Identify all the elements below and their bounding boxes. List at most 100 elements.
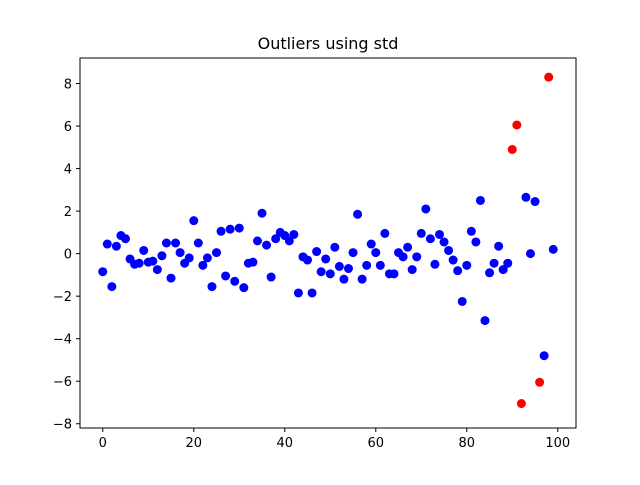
inliers-point-88: [498, 265, 508, 275]
inliers-point-69: [412, 252, 422, 262]
inliers-point-22: [198, 260, 208, 270]
y-tick-label: 0: [64, 248, 72, 263]
inliers-point-62: [380, 228, 390, 238]
inliers-point-33: [248, 257, 258, 267]
inliers-point-53: [339, 274, 349, 284]
inliers-point-16: [171, 238, 181, 248]
inliers-point-94: [548, 244, 558, 254]
y-tick-label: 6: [64, 120, 72, 135]
inliers-point-30: [234, 223, 244, 233]
y-tick-label: −6: [53, 375, 72, 390]
y-tick-label: 2: [64, 205, 72, 220]
inliers-point-23: [202, 253, 212, 263]
inliers-point-21: [193, 238, 203, 248]
chart-title: Outliers using std: [258, 34, 399, 53]
inliers-point-78: [453, 266, 463, 276]
inliers-point-24: [207, 282, 217, 292]
inliers-point-71: [421, 204, 431, 214]
x-tick-label: 40: [276, 436, 293, 451]
outliers-point-1: [512, 120, 522, 130]
inliers-point-36: [262, 240, 272, 250]
inliers-point-17: [175, 248, 185, 258]
inliers-point-11: [148, 256, 158, 266]
y-tick-label: 4: [64, 163, 72, 178]
inliers-point-68: [407, 265, 417, 275]
inliers-point-19: [184, 253, 194, 263]
inliers-point-66: [398, 252, 408, 262]
inliers-point-86: [489, 258, 499, 268]
inliers-point-61: [375, 260, 385, 270]
inliers-point-15: [166, 273, 176, 283]
inliers-point-58: [362, 260, 372, 270]
inliers-point-8: [134, 258, 144, 268]
inliers-point-9: [139, 245, 149, 255]
inliers-point-3: [111, 241, 121, 251]
inliers-point-70: [416, 228, 426, 238]
inliers-point-12: [152, 265, 162, 275]
inliers-point-54: [343, 264, 353, 274]
inliers-point-26: [216, 226, 226, 236]
inliers-point-47: [312, 247, 322, 257]
inliers-point-42: [289, 229, 299, 239]
inliers-point-1: [102, 239, 112, 249]
inliers-point-31: [239, 283, 249, 293]
inliers-point-20: [189, 216, 199, 226]
inliers-point-79: [457, 296, 467, 306]
inliers-point-72: [425, 234, 435, 244]
outliers-point-3: [535, 377, 545, 387]
inliers-point-73: [430, 259, 440, 269]
inliers-point-41: [284, 236, 294, 246]
inliers-point-38: [271, 234, 281, 244]
y-tick-label: −2: [53, 290, 72, 305]
inliers-point-83: [475, 195, 485, 205]
x-tick-label: 0: [99, 436, 107, 451]
inliers-point-75: [439, 237, 449, 247]
inliers-point-52: [334, 261, 344, 271]
inliers-point-77: [448, 255, 458, 265]
inliers-point-28: [225, 224, 235, 234]
inliers-point-64: [389, 269, 399, 279]
points-layer: [98, 72, 558, 409]
inliers-point-89: [503, 258, 513, 268]
inliers-point-5: [121, 234, 130, 244]
inliers-point-84: [480, 316, 490, 326]
outliers-point-2: [516, 399, 526, 409]
inliers-point-81: [466, 226, 476, 236]
plot-frame: [79, 57, 577, 429]
inliers-point-56: [353, 209, 363, 219]
inliers-point-57: [357, 274, 367, 284]
inliers-point-50: [325, 269, 335, 279]
y-tick-label: −4: [53, 333, 72, 348]
inliers-point-74: [434, 229, 444, 239]
inliers-point-90: [521, 192, 531, 202]
inliers-point-93: [539, 351, 549, 361]
inliers-point-43: [293, 288, 303, 298]
outliers-point-0: [507, 144, 517, 154]
inliers-point-80: [462, 260, 472, 270]
inliers-point-85: [485, 268, 495, 278]
inliers-point-82: [471, 237, 481, 247]
inliers-point-48: [316, 267, 326, 277]
inliers-point-29: [230, 276, 240, 286]
inliers-point-92: [530, 197, 540, 207]
inliers-point-13: [157, 251, 167, 261]
ticks-layer: 0 20 40 60 80 100 −8 −6 −4 −2 0 2 4 6 8: [53, 78, 570, 451]
inliers-point-35: [257, 208, 267, 218]
inliers-point-0: [98, 267, 108, 277]
x-tick-label: 100: [545, 436, 570, 451]
inliers-point-55: [348, 248, 358, 258]
inliers-point-46: [307, 288, 317, 298]
y-tick-label: −8: [53, 418, 72, 433]
inliers-point-60: [371, 248, 381, 258]
y-tick-label: 8: [64, 78, 72, 93]
inliers-point-2: [107, 282, 117, 292]
inliers-point-91: [526, 249, 535, 259]
inliers-point-14: [161, 238, 171, 248]
inliers-point-27: [221, 271, 231, 281]
x-tick-label: 20: [185, 436, 202, 451]
inliers-point-59: [366, 239, 376, 249]
inliers-point-76: [444, 245, 454, 255]
